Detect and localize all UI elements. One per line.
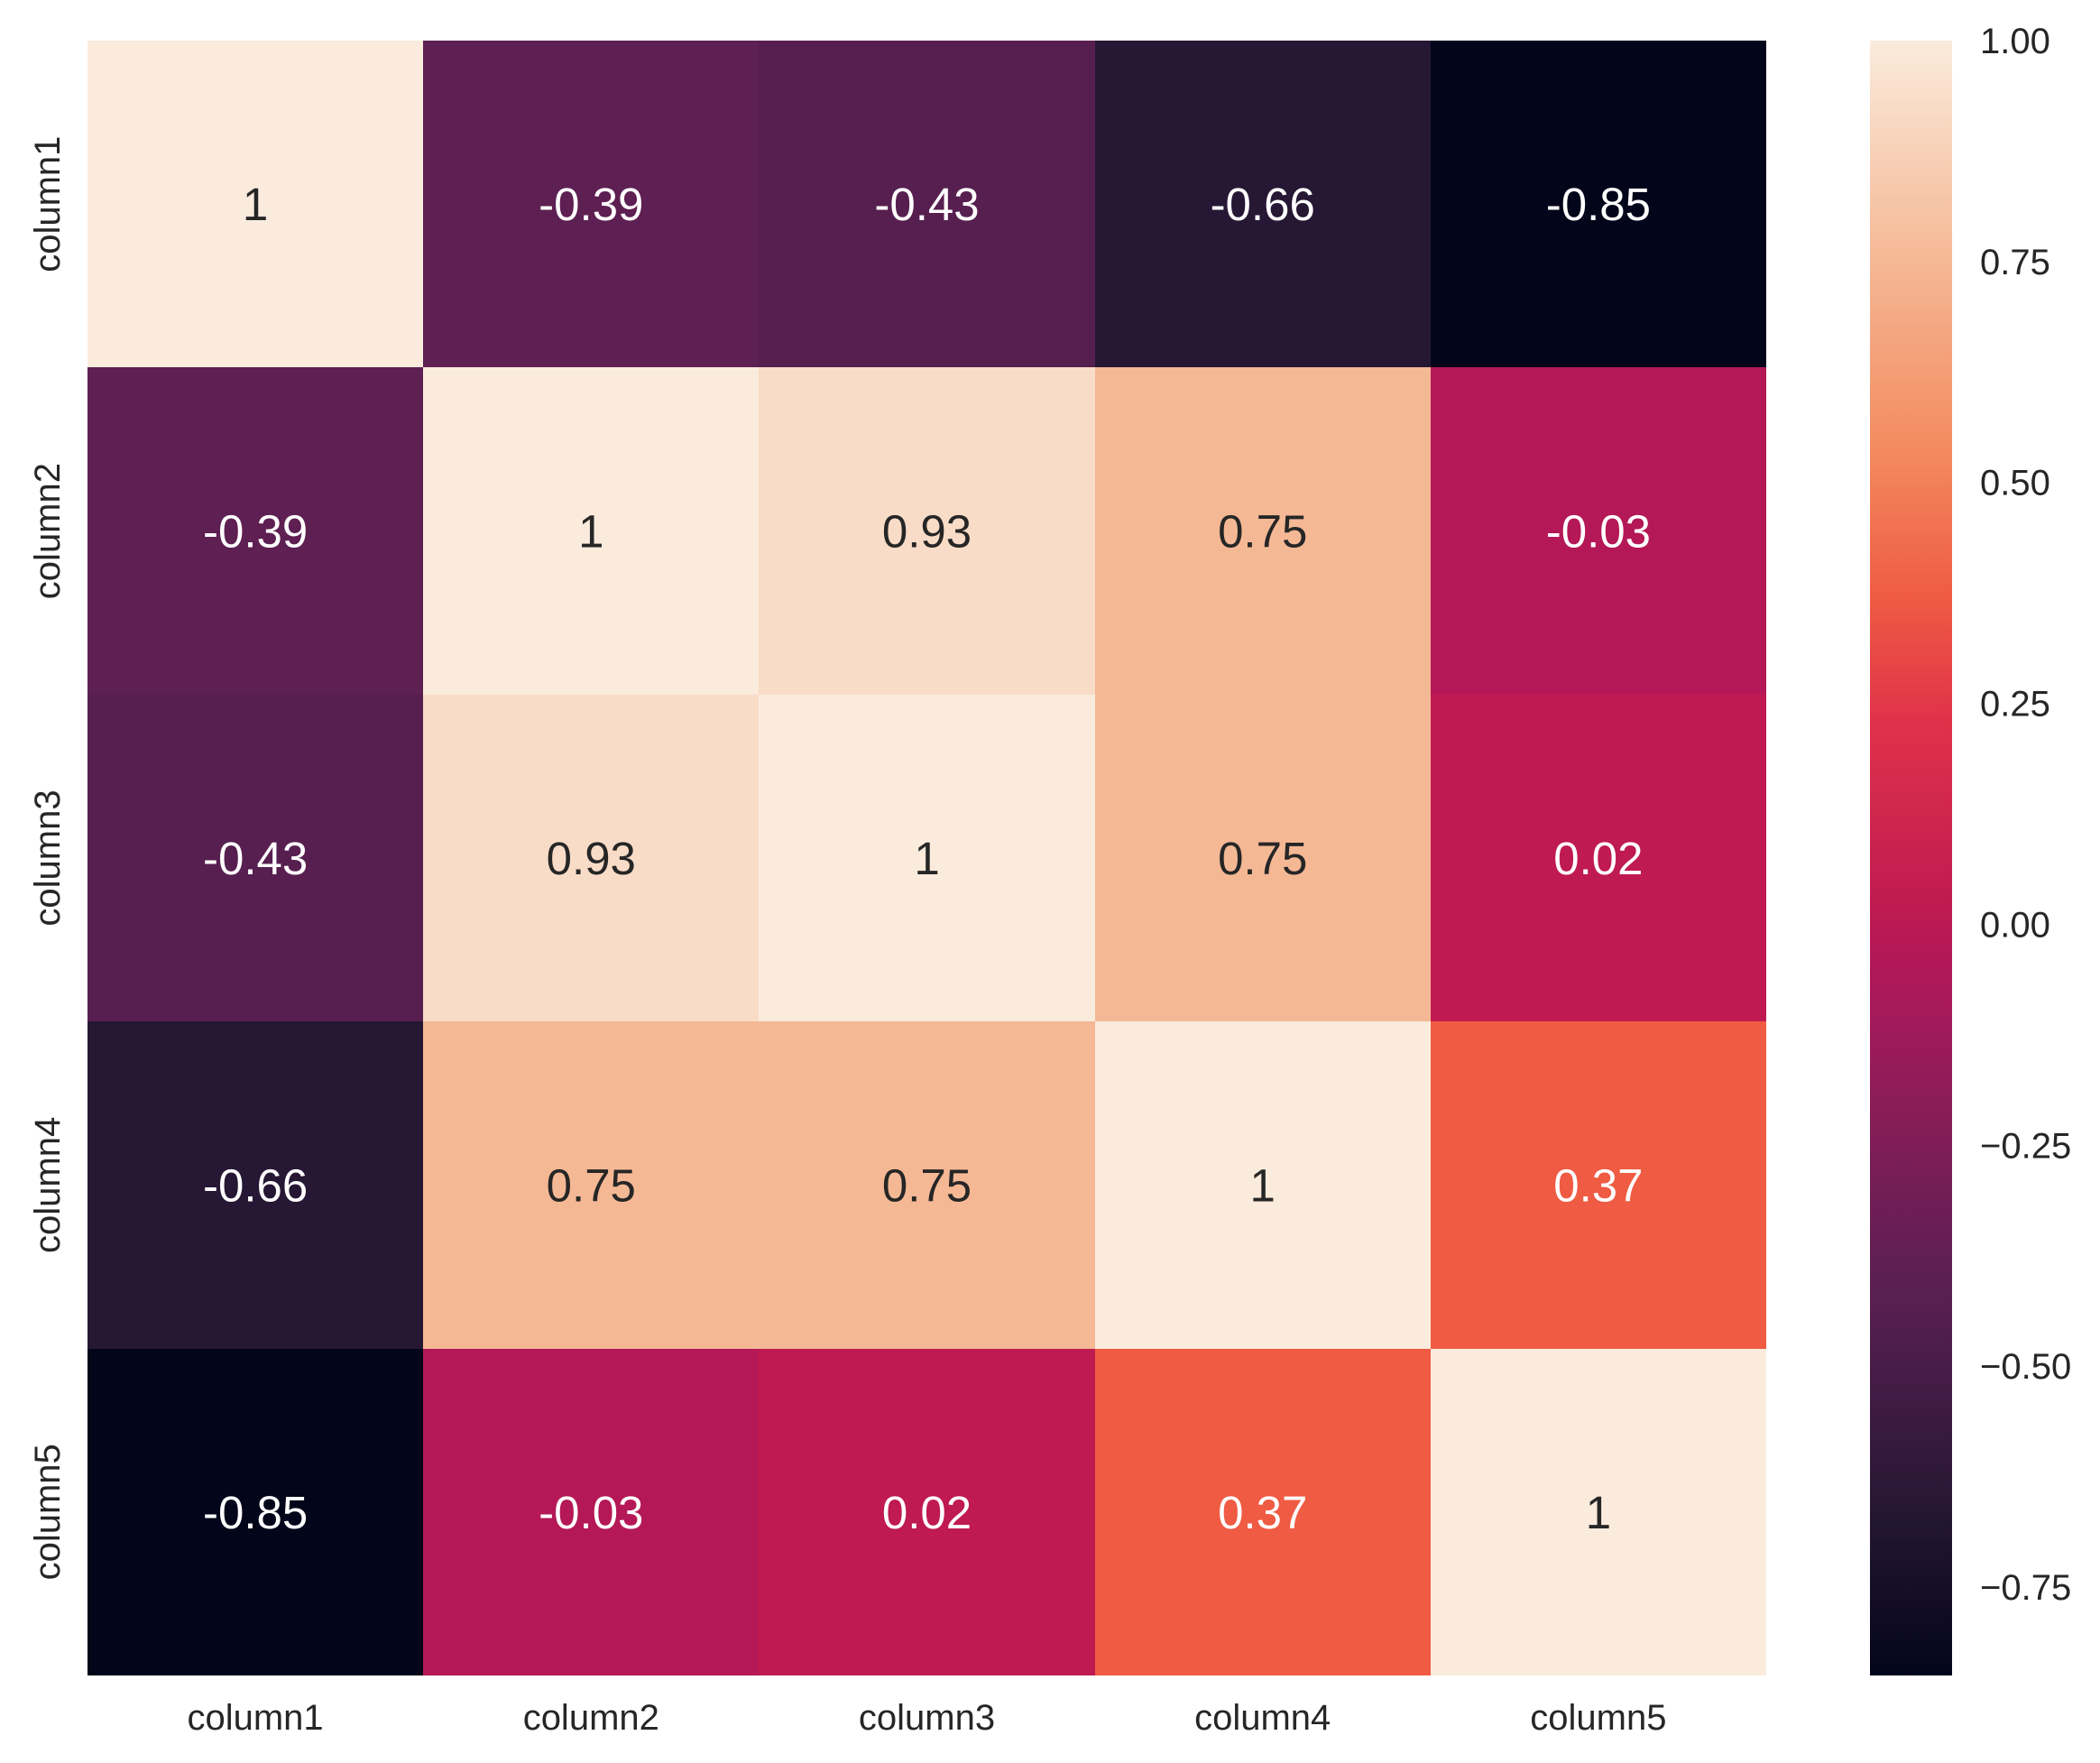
cell-annotation: 0.93	[547, 833, 636, 884]
heatmap-cell	[1431, 1349, 1766, 1675]
y-tick-label: column3	[28, 789, 68, 926]
cell-annotation: 1	[243, 179, 268, 230]
y-tick-label: column5	[28, 1444, 68, 1580]
cell-annotation: 0.93	[882, 506, 972, 558]
heatmap-cell	[88, 367, 423, 695]
heatmap-cell	[759, 695, 1095, 1021]
cell-annotation: -0.03	[1546, 506, 1651, 558]
heatmap-cell	[1431, 695, 1766, 1021]
heatmap-cell	[88, 41, 423, 367]
colorbar-tick-label: −0.75	[1980, 1568, 2071, 1608]
heatmap-cell	[759, 1349, 1095, 1675]
heatmap-cell	[1431, 41, 1766, 367]
colorbar-tick-label: 0.75	[1980, 243, 2050, 282]
x-axis-tick-labels: column1 column2 column3 column4 column5	[187, 1698, 1666, 1738]
x-tick-label: column2	[523, 1698, 659, 1738]
heatmap-cell	[423, 695, 759, 1021]
heatmap-cell	[88, 1349, 423, 1675]
colorbar-tick-label: 0.00	[1980, 905, 2050, 945]
cell-annotation: -0.85	[1546, 179, 1651, 230]
y-axis-tick-labels: column1 column2 column3 column4 column5	[28, 136, 68, 1581]
x-tick-label: column1	[187, 1698, 323, 1738]
heatmap-cell	[423, 367, 759, 695]
cell-annotation: 1	[578, 506, 603, 558]
heatmap-cells	[88, 41, 1766, 1675]
x-tick-label: column4	[1194, 1698, 1331, 1738]
cell-annotation: 0.75	[1218, 506, 1307, 558]
cell-annotation: -0.43	[874, 179, 979, 230]
cell-annotation: 0.37	[1218, 1487, 1307, 1538]
heatmap-cell	[759, 41, 1095, 367]
cell-annotation: 1	[914, 833, 939, 884]
cell-annotation: 0.75	[547, 1159, 636, 1211]
colorbar-tick-label: −0.25	[1980, 1126, 2071, 1166]
colorbar-tick-label: 0.50	[1980, 464, 2050, 503]
colorbar-tick-label: 1.00	[1980, 22, 2050, 61]
heatmap-cell	[1095, 1349, 1431, 1675]
cell-annotation: 1	[1250, 1159, 1276, 1211]
cell-annotation: 0.37	[1553, 1159, 1643, 1211]
cell-annotation: 1	[1586, 1487, 1611, 1538]
heatmap-cell	[759, 1021, 1095, 1349]
heatmap-cell	[423, 1349, 759, 1675]
y-tick-label: column1	[28, 136, 68, 272]
colorbar-tick-label: −0.50	[1980, 1347, 2071, 1387]
heatmap-cell	[1095, 367, 1431, 695]
cell-annotation: 0.02	[1553, 833, 1643, 884]
heatmap-cell	[88, 695, 423, 1021]
colorbar: 1.00 0.75 0.50 0.25 0.00 −0.25 −0.50 −0.75	[1870, 22, 2071, 1675]
x-tick-label: column3	[859, 1698, 995, 1738]
y-tick-label: column4	[28, 1117, 68, 1253]
heatmap-cell	[1095, 41, 1431, 367]
cell-annotation: -0.85	[203, 1487, 308, 1538]
y-tick-label: column2	[28, 463, 68, 599]
heatmap-cell	[1095, 695, 1431, 1021]
heatmap-cell	[1095, 1021, 1431, 1349]
heatmap-cell	[88, 1021, 423, 1349]
colorbar-tick-label: 0.25	[1980, 685, 2050, 725]
x-tick-label: column5	[1530, 1698, 1666, 1738]
cell-annotation: -0.43	[203, 833, 308, 884]
cell-annotation: -0.39	[203, 506, 308, 558]
colorbar-gradient	[1870, 41, 1952, 1675]
cell-annotation: -0.03	[539, 1487, 643, 1538]
cell-annotation: 0.02	[882, 1487, 972, 1538]
cell-annotation: -0.66	[203, 1159, 308, 1211]
heatmap-cell	[759, 367, 1095, 695]
cell-annotations: 1 -0.39 -0.43 -0.66 -0.85 -0.39 1 0.93 0.75 -0.03…	[203, 179, 1651, 1538]
cell-annotation: 0.75	[1218, 833, 1307, 884]
cell-annotation: 0.75	[882, 1159, 972, 1211]
heatmap-cell	[1431, 367, 1766, 695]
cell-annotation: -0.66	[1211, 179, 1315, 230]
cell-annotation: -0.39	[539, 179, 643, 230]
heatmap-cell	[423, 1021, 759, 1349]
colorbar-tick-labels: 1.00 0.75 0.50 0.25 0.00 −0.25 −0.50 −0.75	[1980, 22, 2071, 1608]
heatmap-cell	[423, 41, 759, 367]
heatmap-cell	[1431, 1021, 1766, 1349]
